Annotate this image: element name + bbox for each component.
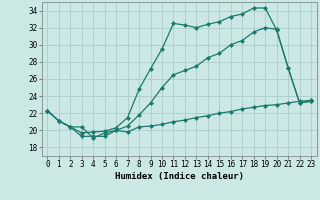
X-axis label: Humidex (Indice chaleur): Humidex (Indice chaleur) xyxy=(115,172,244,181)
